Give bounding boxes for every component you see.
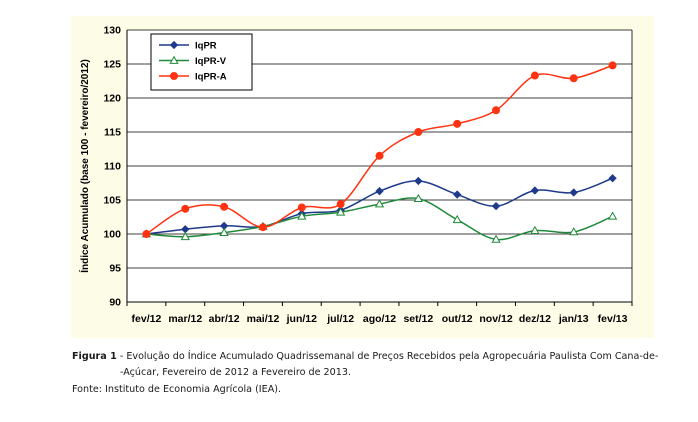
data-point-iqpr-v bbox=[335, 207, 346, 216]
x-tick-label: dez/12 bbox=[519, 313, 551, 325]
y-tick-label: 115 bbox=[104, 127, 121, 139]
y-tick-label: 125 bbox=[103, 59, 121, 71]
x-tick-label: jul/12 bbox=[326, 313, 354, 325]
figure-caption-line2: -Açúcar, Fevereiro de 2012 a Fevereiro d… bbox=[120, 367, 351, 378]
data-point-iqpr-v bbox=[219, 227, 229, 236]
data-point-iqpr-v bbox=[452, 214, 462, 224]
y-tick-label: 90 bbox=[109, 297, 121, 309]
x-tick-label: mai/12 bbox=[247, 313, 280, 325]
data-point-iqpr-a bbox=[142, 229, 151, 238]
data-point-iqpr bbox=[491, 201, 501, 211]
figure-source: Fonte: Instituto de Economia Agrícola (I… bbox=[72, 384, 282, 395]
data-point-iqpr-a bbox=[297, 203, 306, 212]
y-axis-title: Índice Acumulado (base 100 - fevereiro/2… bbox=[78, 59, 91, 273]
data-point-iqpr bbox=[453, 190, 462, 199]
data-point-iqpr-a bbox=[569, 74, 578, 83]
line-chart: 90 95 100 105 110 115 120 125 130 fev/12 mar/12 abr… bbox=[78, 25, 633, 325]
x-tick-label: fev/13 bbox=[598, 313, 628, 325]
data-point-iqpr-v bbox=[413, 193, 424, 202]
caption-text: - Evolução do Índice Acumulado Quadrisse… bbox=[116, 351, 659, 362]
y-tick-label: 95 bbox=[109, 263, 121, 275]
data-point-iqpr bbox=[569, 188, 578, 197]
y-tick-label: 120 bbox=[103, 93, 121, 105]
data-point-iqpr bbox=[375, 186, 384, 196]
x-tick-label: jan/13 bbox=[558, 313, 589, 325]
x-tick-label: fev/12 bbox=[132, 313, 162, 325]
legend-marker-iqpr bbox=[169, 40, 179, 50]
legend-box bbox=[150, 33, 253, 91]
legend-marker-iqpr-a bbox=[170, 72, 179, 81]
data-point-iqpr-a bbox=[181, 204, 190, 213]
data-point-iqpr-a bbox=[258, 223, 267, 232]
data-point-iqpr-a bbox=[530, 71, 539, 80]
y-tick-label: 105 bbox=[103, 195, 121, 207]
x-tick-label: abr/12 bbox=[209, 313, 240, 325]
data-point-iqpr-v bbox=[374, 199, 385, 208]
data-point-iqpr-a bbox=[220, 202, 229, 211]
y-tick-label: 130 bbox=[103, 25, 121, 37]
data-point-iqpr-a bbox=[336, 200, 345, 209]
x-tick-label: out/12 bbox=[442, 313, 473, 325]
x-tick-label: ago/12 bbox=[363, 313, 396, 325]
figure-label: Figura 1 bbox=[72, 351, 117, 362]
x-tick-label: jun/12 bbox=[286, 313, 318, 325]
legend-marker-iqpr-v bbox=[169, 55, 179, 64]
data-point-iqpr bbox=[530, 186, 540, 195]
data-point-iqpr-v bbox=[607, 211, 618, 220]
x-tick-label: set/12 bbox=[403, 313, 433, 325]
data-point-iqpr-a bbox=[375, 151, 384, 160]
data-point-iqpr-v bbox=[491, 234, 501, 243]
legend-label-iqpr-a: IqPR-A bbox=[195, 72, 227, 83]
figure-caption-line1: Figura 1 - Evolução do Índice Acumulado … bbox=[72, 351, 658, 362]
x-tick-label: nov/12 bbox=[479, 313, 512, 325]
data-point-iqpr-v bbox=[569, 227, 579, 236]
x-tick-label: mar/12 bbox=[168, 313, 202, 325]
chart-frame: 90 95 100 105 110 115 120 125 130 fev/12 mar/12 abr… bbox=[71, 16, 654, 338]
data-point-iqpr-v bbox=[180, 231, 190, 241]
y-tick-label: 110 bbox=[104, 161, 121, 173]
data-point-iqpr-a bbox=[492, 106, 501, 115]
legend-label-iqpr-v: IqPR-V bbox=[195, 56, 227, 67]
data-point-iqpr-a bbox=[414, 128, 423, 137]
data-point-iqpr bbox=[608, 174, 617, 183]
data-point-iqpr bbox=[414, 176, 423, 186]
data-point-iqpr-v bbox=[530, 225, 540, 234]
data-point-iqpr-a bbox=[453, 119, 462, 128]
data-point-iqpr-a bbox=[608, 61, 617, 70]
y-tick-label: 100 bbox=[103, 229, 121, 241]
data-point-iqpr-v bbox=[297, 211, 307, 220]
legend-label-iqpr: IqPR bbox=[195, 41, 217, 52]
